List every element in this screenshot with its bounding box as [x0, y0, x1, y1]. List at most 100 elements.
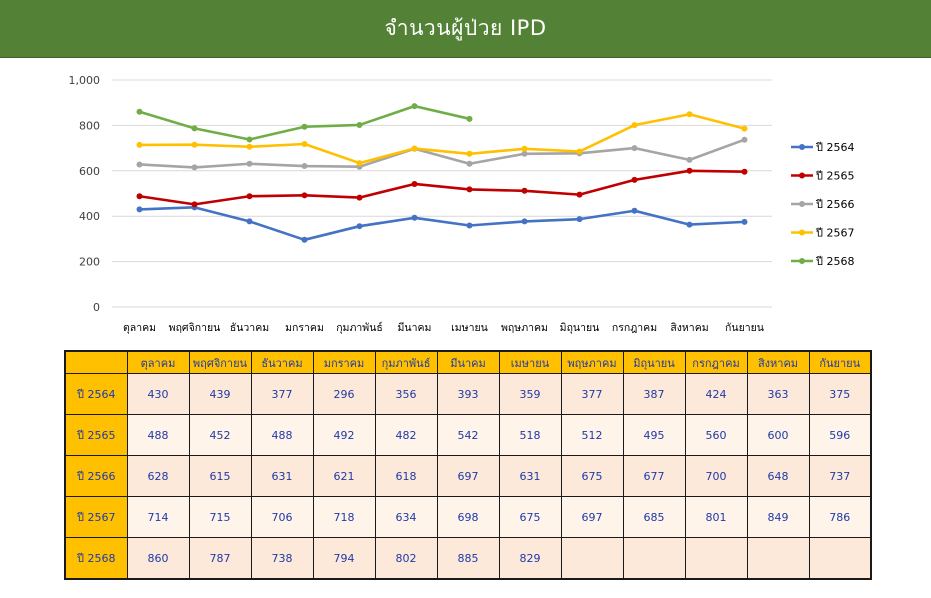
table-column-header: สิงหาคม — [746, 350, 810, 374]
line-chart: 0 200 400 600 800 1,000 ตุลาคม พฤศจิกายน ธันวาคม… — [69, 74, 855, 334]
table-column-header: พฤษภาคม — [560, 350, 624, 374]
data-point — [741, 168, 748, 175]
data-point — [411, 180, 418, 187]
table-cell: 675 — [560, 455, 624, 497]
data-point — [631, 176, 638, 183]
table-column-header: มิถุนายน — [622, 350, 686, 374]
data-point — [686, 156, 693, 163]
table-cell: 377 — [250, 373, 314, 415]
y-tick-label: 800 — [79, 119, 100, 132]
table-cell: 706 — [250, 496, 314, 538]
x-tick-label: พฤศจิกายน — [169, 322, 221, 334]
table-cell: 714 — [126, 496, 190, 538]
table-cell: 296 — [312, 373, 376, 415]
table-cell: 387 — [622, 373, 686, 415]
table-cell: 718 — [312, 496, 376, 538]
data-point — [741, 125, 748, 132]
data-point — [686, 221, 693, 228]
data-point — [466, 222, 473, 229]
data-point — [191, 125, 198, 132]
data-point — [686, 167, 693, 174]
table-cell: 359 — [498, 373, 562, 415]
x-tick-label: กันยายน — [725, 322, 764, 334]
table-column-header: พฤศจิกายน — [188, 350, 252, 374]
data-point — [521, 218, 528, 225]
table-row: ปี 2567 714 715 706 718 634 698 675 697 685 801 849… — [64, 496, 872, 538]
table-cell: 786 — [808, 496, 872, 538]
data-point — [466, 160, 473, 167]
data-table: ตุลาคม พฤศจิกายน ธันวาคม มกราคม กุมภาพันธ์ มี… — [64, 350, 872, 580]
legend-marker — [799, 144, 805, 150]
data-point — [301, 141, 308, 148]
legend-label: ปี 2566 — [815, 198, 855, 211]
data-point — [356, 121, 363, 128]
table-cell: 698 — [436, 496, 500, 538]
y-tick-label: 1,000 — [69, 74, 101, 87]
data-point — [521, 150, 528, 157]
table-cell: 488 — [126, 414, 190, 456]
table-row-header: ปี 2564 — [64, 373, 128, 415]
table-cell: 849 — [746, 496, 810, 538]
table-corner-cell — [64, 350, 128, 374]
table-cell: 618 — [374, 455, 438, 497]
data-point — [136, 141, 143, 148]
table-cell: 801 — [684, 496, 748, 538]
table-cell — [560, 537, 624, 580]
table-row-header: ปี 2567 — [64, 496, 128, 538]
table-cell: 677 — [622, 455, 686, 497]
table-cell: 700 — [684, 455, 748, 497]
x-tick-label: พฤษภาคม — [501, 322, 548, 334]
table-cell: 424 — [684, 373, 748, 415]
table-cell: 560 — [684, 414, 748, 456]
table-cell: 600 — [746, 414, 810, 456]
table-cell: 685 — [622, 496, 686, 538]
table-cell: 885 — [436, 537, 500, 580]
table-cell: 512 — [560, 414, 624, 456]
x-tick-label: เมษายน — [451, 322, 488, 334]
table-cell — [808, 537, 872, 580]
data-point — [136, 206, 143, 213]
table-cell — [684, 537, 748, 580]
table-cell: 518 — [498, 414, 562, 456]
x-tick-label: กรกฎาคม — [612, 322, 657, 334]
data-point — [191, 164, 198, 171]
table-cell: 634 — [374, 496, 438, 538]
table-row: ปี 2564 430 439 377 296 356 393 359 377 387 424 363… — [64, 373, 872, 415]
data-point — [576, 191, 583, 198]
data-point — [466, 115, 473, 122]
table-cell: 648 — [746, 455, 810, 497]
y-tick-label: 400 — [79, 210, 100, 223]
y-tick-label: 200 — [79, 256, 100, 269]
table-column-header: กันยายน — [808, 350, 872, 374]
x-tick-label: ตุลาคม — [123, 322, 156, 334]
table-cell: 488 — [250, 414, 314, 456]
table-cell: 452 — [188, 414, 252, 456]
table-cell: 495 — [622, 414, 686, 456]
data-point — [246, 143, 253, 150]
data-point — [246, 160, 253, 167]
x-tick-label: ธันวาคม — [230, 322, 269, 334]
legend-marker — [799, 229, 805, 236]
data-point — [686, 111, 693, 118]
data-point — [246, 193, 253, 200]
x-tick-label: มกราคม — [285, 322, 324, 334]
x-tick-label: สิงหาคม — [670, 322, 708, 334]
table-cell: 737 — [808, 455, 872, 497]
data-point — [576, 216, 583, 223]
data-point — [301, 192, 308, 199]
table-cell: 615 — [188, 455, 252, 497]
legend-label: ปี 2568 — [815, 255, 855, 268]
table-header-row: ตุลาคม พฤศจิกายน ธันวาคม มกราคม กุมภาพันธ์ มี… — [64, 350, 872, 374]
table-column-header: กุมภาพันธ์ — [374, 350, 438, 374]
table-column-header: ธันวาคม — [250, 350, 314, 374]
table-cell: 542 — [436, 414, 500, 456]
table-cell: 621 — [312, 455, 376, 497]
table-column-header: เมษายน — [498, 350, 562, 374]
table-cell: 482 — [374, 414, 438, 456]
data-point — [356, 160, 363, 167]
table-row: ปี 2566 628 615 631 621 618 697 631 675 677 700 648… — [64, 455, 872, 497]
x-tick-label: กุมภาพันธ์ — [336, 321, 383, 334]
series-line — [139, 104, 470, 141]
legend-label: ปี 2567 — [815, 227, 855, 240]
table-cell: 492 — [312, 414, 376, 456]
